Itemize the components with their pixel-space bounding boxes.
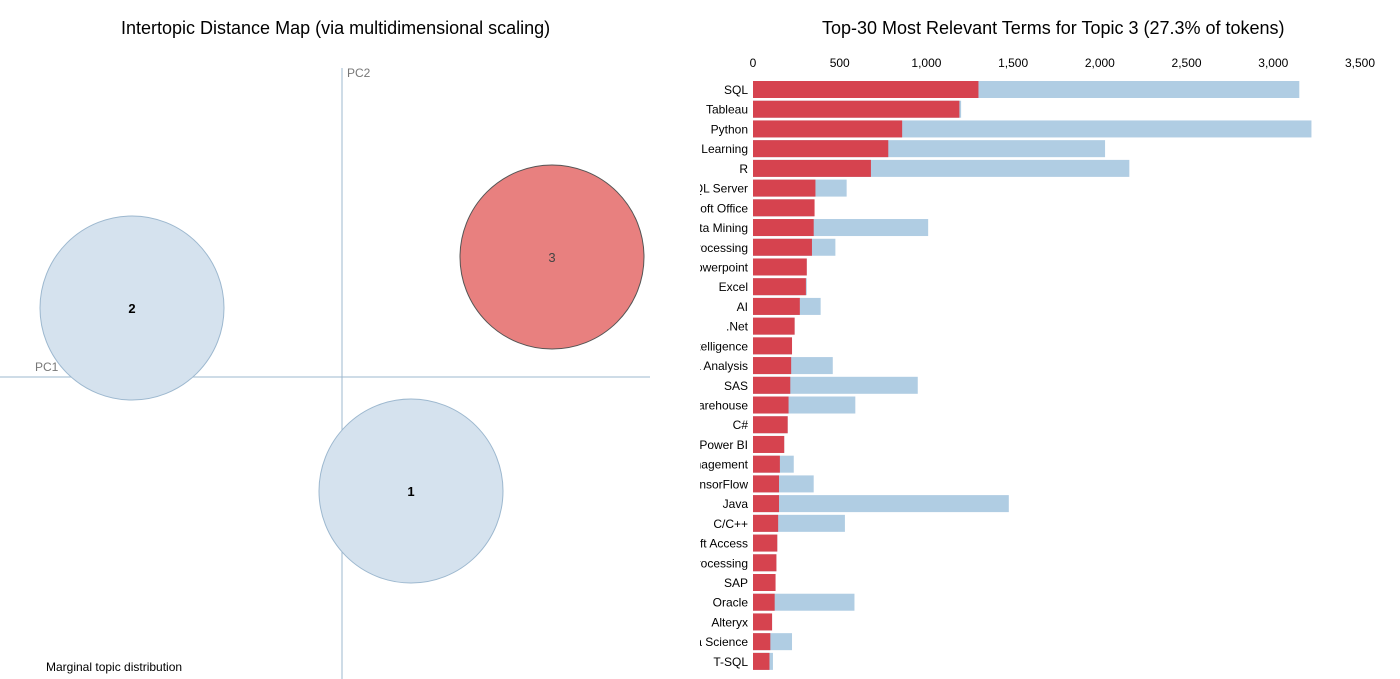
topic-term-frequency-bar[interactable]: [753, 613, 773, 631]
topic-term-frequency-bar[interactable]: [753, 357, 792, 375]
pc1-axis-label: PC1: [35, 360, 59, 374]
pc2-axis-label: PC2: [347, 66, 371, 80]
term-label[interactable]: C#: [733, 418, 749, 432]
overall-term-frequency-bar[interactable]: [753, 495, 1009, 513]
term-label[interactable]: C/C++: [713, 517, 748, 531]
term-label[interactable]: Business Intelligence: [700, 339, 748, 353]
topic-1-label: 1: [407, 484, 414, 499]
term-label[interactable]: SAP: [724, 576, 748, 590]
topic-term-frequency-bar[interactable]: [753, 593, 775, 611]
topic-term-frequency-bar[interactable]: [753, 455, 780, 473]
topic-term-frequency-bar[interactable]: [753, 554, 777, 572]
topic-term-frequency-bar[interactable]: [753, 81, 979, 98]
x-tick-label: 500: [830, 56, 850, 70]
topic-term-frequency-bar[interactable]: [753, 159, 871, 177]
term-label[interactable]: .Net: [726, 320, 749, 334]
topic-term-frequency-bar[interactable]: [753, 652, 770, 670]
term-label[interactable]: SAS: [724, 379, 748, 393]
topic-1-bubble[interactable]: [318, 398, 504, 584]
term-label[interactable]: Data Warehouse: [700, 399, 748, 413]
topic-term-frequency-bar[interactable]: [753, 337, 793, 355]
term-label[interactable]: Image Processing: [700, 556, 748, 570]
term-label[interactable]: Oracle: [713, 596, 749, 610]
topic-term-frequency-bar[interactable]: [753, 435, 785, 453]
topic-term-frequency-bar[interactable]: [753, 219, 814, 237]
term-label[interactable]: Data Science: [700, 635, 748, 649]
term-label[interactable]: Data Analysis: [700, 359, 748, 373]
term-label[interactable]: TensorFlow: [700, 477, 748, 491]
topic-term-frequency-bar[interactable]: [753, 238, 812, 256]
topic-term-frequency-bar[interactable]: [753, 140, 889, 158]
term-label[interactable]: Alteryx: [711, 615, 748, 629]
x-tick-label: 1,500: [998, 56, 1028, 70]
topic-2-label: 2: [128, 301, 135, 316]
topic-term-frequency-bar[interactable]: [753, 495, 780, 513]
term-label[interactable]: R: [739, 162, 748, 176]
term-label[interactable]: Project Management: [700, 458, 749, 472]
topic-term-frequency-bar[interactable]: [753, 278, 806, 296]
term-label[interactable]: Machine Learning: [700, 142, 748, 156]
term-chart-title: Top-30 Most Relevant Terms for Topic 3 (…: [822, 18, 1285, 38]
x-tick-label: 1,000: [911, 56, 941, 70]
x-tick-label: 2,000: [1085, 56, 1115, 70]
topic-term-frequency-bar[interactable]: [753, 416, 788, 434]
term-label[interactable]: Microsoft Office: [700, 201, 748, 215]
term-label[interactable]: Python: [711, 122, 748, 136]
term-label[interactable]: Natural Language Processing: [700, 241, 748, 255]
topic-2-bubble[interactable]: [39, 215, 225, 401]
marginal-topic-distribution-label: Marginal topic distribution: [46, 660, 182, 674]
term-label[interactable]: Tableau: [706, 103, 748, 117]
topic-term-frequency-bar[interactable]: [753, 514, 779, 532]
term-label[interactable]: Excel: [719, 280, 748, 294]
x-tick-label: 3,500: [1345, 56, 1375, 70]
term-label[interactable]: Power BI: [700, 438, 748, 452]
topic-term-frequency-bar[interactable]: [753, 396, 789, 414]
x-tick-label: 2,500: [1172, 56, 1202, 70]
x-tick-label: 0: [750, 56, 757, 70]
x-tick-label: 3,000: [1258, 56, 1288, 70]
term-label[interactable]: Data Mining: [700, 221, 748, 235]
term-label[interactable]: T-SQL: [713, 655, 748, 669]
topic-term-frequency-bar[interactable]: [753, 179, 816, 197]
term-label[interactable]: Microsoft Access: [700, 537, 748, 551]
topic-3-label: 3: [548, 250, 555, 265]
topic-term-frequency-bar[interactable]: [753, 317, 795, 335]
topic-3-bubble[interactable]: [459, 164, 645, 350]
topic-term-frequency-bar[interactable]: [753, 376, 791, 394]
overall-term-frequency-bar[interactable]: [753, 593, 855, 611]
topic-term-frequency-bar[interactable]: [753, 297, 800, 315]
term-label[interactable]: SQL: [724, 83, 748, 97]
topic-term-frequency-bar[interactable]: [753, 120, 903, 138]
intertopic-distance-map: PC2 PC1 1 2 3 Marginal topic distribution: [0, 66, 650, 679]
topic-term-frequency-bar[interactable]: [753, 100, 960, 118]
term-label[interactable]: Java: [723, 497, 749, 511]
term-label[interactable]: Microsoft SQL Server: [700, 182, 748, 196]
topic-term-frequency-bar[interactable]: [753, 199, 815, 217]
topic-term-frequency-bar[interactable]: [753, 475, 780, 493]
term-relevance-bar-chart: 0 500 1,000 1,500 2,000 2,500 3,000 3,500 SQL Ta…: [700, 56, 1375, 670]
topic-term-frequency-bar[interactable]: [753, 574, 776, 591]
overall-term-frequency-bar[interactable]: [753, 376, 918, 394]
intertopic-map-title: Intertopic Distance Map (via multidimens…: [121, 18, 551, 38]
topic-term-frequency-bar[interactable]: [753, 258, 807, 276]
topic-term-frequency-bar[interactable]: [753, 633, 771, 651]
term-label[interactable]: Microsoft Powerpoint: [700, 260, 749, 274]
topic-term-frequency-bar[interactable]: [753, 534, 778, 552]
term-label[interactable]: AI: [737, 300, 748, 314]
